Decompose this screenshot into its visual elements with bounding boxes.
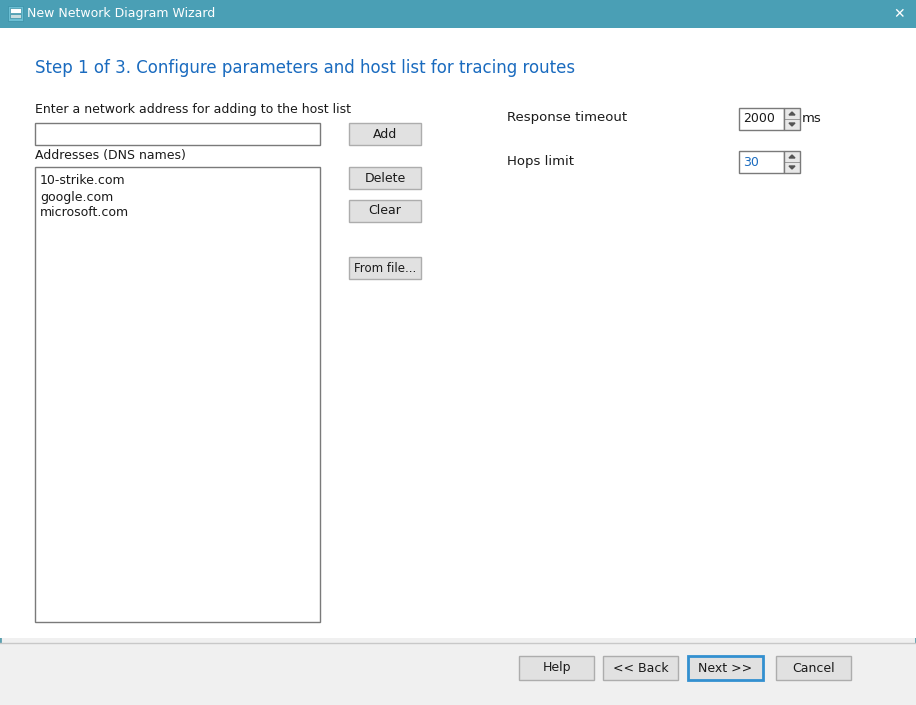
Text: Enter a network address for adding to the host list: Enter a network address for adding to th… — [35, 102, 351, 116]
Bar — [784, 151, 800, 173]
Bar — [688, 656, 763, 680]
Text: Addresses (DNS names): Addresses (DNS names) — [35, 149, 186, 161]
Polygon shape — [789, 166, 795, 169]
Text: Step 1 of 3. Configure parameters and host list for tracing routes: Step 1 of 3. Configure parameters and ho… — [35, 59, 575, 77]
Text: Clear: Clear — [368, 204, 401, 218]
Text: Next >>: Next >> — [698, 661, 753, 675]
Polygon shape — [789, 155, 795, 158]
Bar — [739, 151, 784, 173]
Text: Hops limit: Hops limit — [507, 154, 574, 168]
Text: 10-strike.com: 10-strike.com — [40, 175, 125, 188]
Text: ✕: ✕ — [893, 7, 905, 21]
Text: Help: Help — [542, 661, 571, 675]
Bar — [784, 108, 800, 130]
Bar — [35, 167, 320, 622]
Text: Cancel: Cancel — [792, 661, 834, 675]
Bar — [603, 656, 678, 680]
Text: Response timeout: Response timeout — [507, 111, 627, 125]
Text: ms: ms — [802, 111, 822, 125]
Bar — [35, 123, 320, 145]
Bar — [739, 108, 784, 130]
Text: Add: Add — [373, 128, 398, 140]
Bar — [10, 8, 21, 13]
Text: google.com: google.com — [40, 190, 114, 204]
Bar — [349, 200, 421, 222]
Bar — [0, 643, 916, 705]
Text: << Back: << Back — [613, 661, 669, 675]
Bar — [0, 28, 916, 638]
Bar — [776, 656, 851, 680]
Text: Delete: Delete — [365, 171, 406, 185]
Text: New Network Diagram Wizard: New Network Diagram Wizard — [27, 8, 215, 20]
Bar — [0, 0, 916, 28]
Text: From file...: From file... — [354, 262, 416, 274]
Bar — [349, 167, 421, 189]
Bar — [349, 123, 421, 145]
Bar — [519, 656, 594, 680]
Bar — [8, 6, 23, 21]
Bar — [10, 14, 21, 18]
Text: microsoft.com: microsoft.com — [40, 207, 129, 219]
Polygon shape — [789, 112, 795, 115]
Bar — [349, 257, 421, 279]
Text: 2000: 2000 — [743, 113, 775, 125]
Text: 30: 30 — [743, 156, 758, 168]
Polygon shape — [789, 123, 795, 126]
